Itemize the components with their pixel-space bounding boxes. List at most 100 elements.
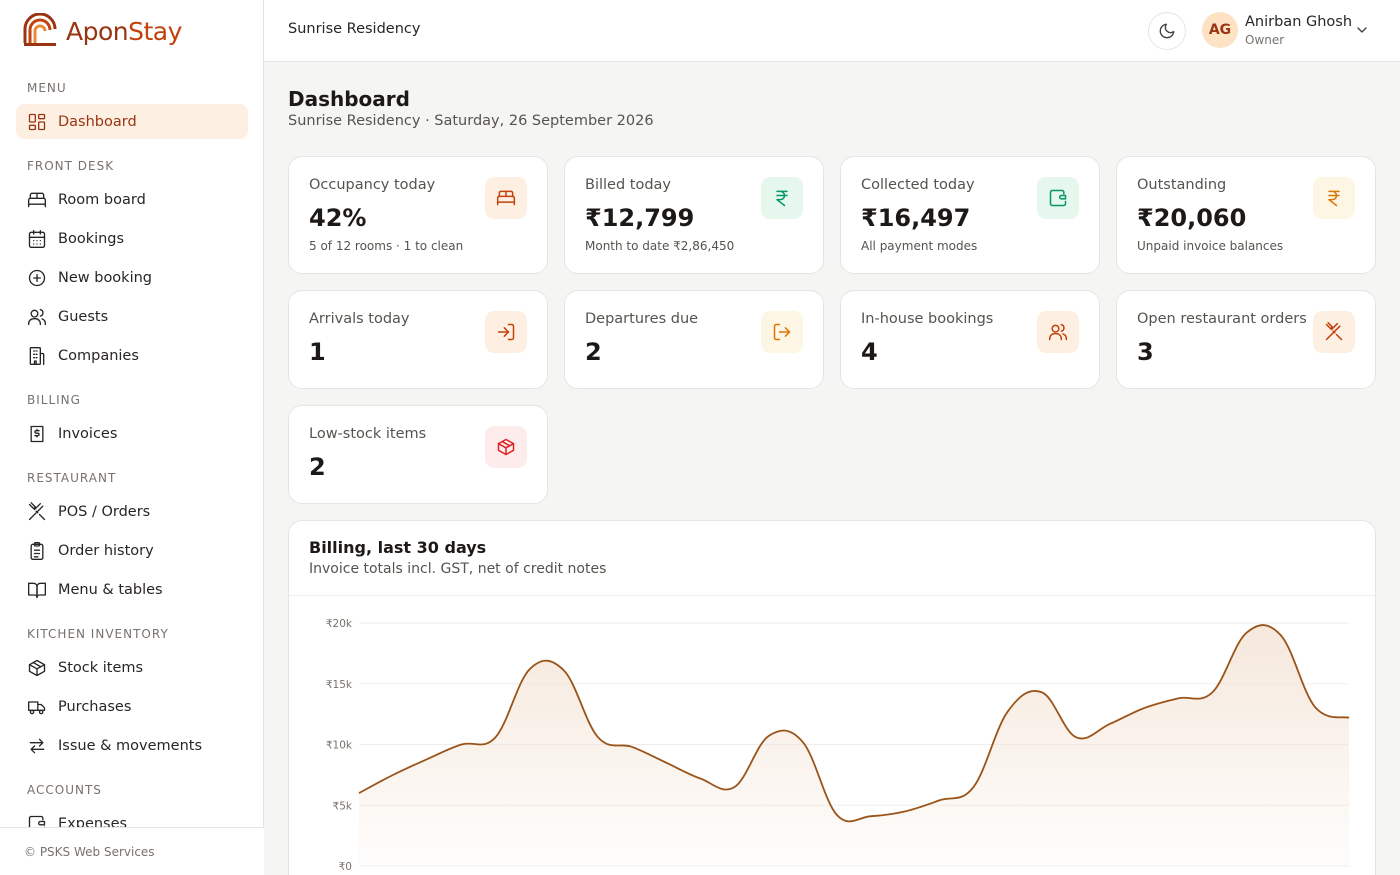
chart-data-point[interactable] [1209, 689, 1215, 695]
sidebar-item-invoices[interactable]: Invoices [16, 416, 248, 451]
chart-data-point[interactable] [766, 733, 772, 739]
chart-data-point[interactable] [1141, 705, 1147, 711]
chart-data-point[interactable] [1346, 715, 1352, 721]
chart-data-point[interactable] [424, 756, 430, 762]
nav-section-label: ACCOUNTS [27, 783, 102, 797]
sidebar-footer: © PSKS Web Services [0, 827, 264, 875]
sidebar-item-purchases[interactable]: Purchases [16, 689, 248, 724]
stat-note: 5 of 12 rooms · 1 to clean [309, 239, 464, 253]
chart-data-point[interactable] [902, 808, 908, 814]
stat-card-outstanding[interactable]: Outstanding ₹20,060 Unpaid invoice balance… [1116, 156, 1376, 274]
y-tick-label: ₹0 [339, 861, 352, 873]
stat-card-open-restaurant-orders[interactable]: Open restaurant orders 3 [1116, 290, 1376, 389]
chart-data-point[interactable] [493, 734, 499, 740]
chart-data-point[interactable] [970, 784, 976, 790]
stat-card-billed-today[interactable]: Billed today ₹12,799 Month to date ₹2,86,4… [564, 156, 824, 274]
rupee-icon [1328, 190, 1340, 207]
chart-data-point[interactable] [1039, 689, 1045, 695]
chart-data-point[interactable] [629, 744, 635, 750]
theme-toggle-button[interactable] [1148, 12, 1186, 50]
stat-icon-box [761, 177, 803, 219]
chart-data-point[interactable] [1312, 704, 1318, 710]
chart-data-point[interactable] [663, 760, 669, 766]
chart-divider [289, 595, 1375, 596]
user-name[interactable]: Anirban Ghosh [1245, 14, 1353, 30]
chart-data-point[interactable] [1005, 709, 1011, 715]
chart-data-point[interactable] [1175, 695, 1181, 701]
chart-data-point[interactable] [1278, 632, 1284, 638]
sidebar-item-new-booking[interactable]: New booking [16, 260, 248, 295]
stat-card-low-stock-items[interactable]: Low-stock items 2 [288, 405, 548, 504]
users-icon [1048, 323, 1068, 341]
chart-subtitle: Invoice totals incl. GST, net of credit … [309, 561, 607, 577]
sidebar-item-guests[interactable]: Guests [16, 299, 248, 334]
stat-icon-box [485, 177, 527, 219]
sidebar-item-dashboard[interactable]: Dashboard [16, 104, 248, 139]
sidebar-item-label: Companies [58, 347, 139, 364]
stat-card-in-house-bookings[interactable]: In-house bookings 4 [840, 290, 1100, 389]
chart-data-point[interactable] [834, 812, 840, 818]
chart-data-point[interactable] [390, 772, 396, 778]
chart-data-point[interactable] [1107, 721, 1113, 727]
stat-value: 4 [861, 338, 878, 366]
stat-value: 3 [1137, 338, 1154, 366]
chart-data-point[interactable] [527, 666, 533, 672]
chart-data-point[interactable] [595, 734, 601, 740]
plus-circle-icon [28, 269, 46, 286]
sidebar-item-issue-movements[interactable]: Issue & movements [16, 728, 248, 763]
chart-data-point[interactable] [561, 667, 567, 673]
stat-card-collected-today[interactable]: Collected today ₹16,497 All payment modes [840, 156, 1100, 274]
sidebar-item-room-board[interactable]: Room board [16, 182, 248, 217]
y-tick-label: ₹15k [326, 679, 353, 691]
chart-data-point[interactable] [356, 790, 362, 796]
chart-data-point[interactable] [732, 784, 738, 790]
chart-data-point[interactable] [1073, 734, 1079, 740]
stat-value: ₹20,060 [1137, 204, 1247, 232]
sidebar-item-label: Guests [58, 308, 109, 325]
utensils-icon [1325, 322, 1343, 341]
chart-title: Billing, last 30 days [309, 538, 487, 557]
chart-series-line[interactable] [358, 624, 1350, 823]
stat-icon-box [485, 311, 527, 353]
sidebar-item-label: Menu & tables [58, 581, 163, 598]
chart-data-point[interactable] [697, 776, 703, 782]
chart-data-point[interactable] [868, 813, 874, 819]
stat-label: Billed today [585, 177, 671, 193]
sidebar-item-label: Order history [58, 542, 154, 559]
sidebar-item-stock-items[interactable]: Stock items [16, 650, 248, 685]
login-icon [497, 323, 515, 341]
stat-card-departures-due[interactable]: Departures due 2 [564, 290, 824, 389]
brand-logo[interactable]: AponStay [22, 12, 182, 50]
stat-note: All payment modes [861, 239, 978, 253]
nav-section-label: FRONT DESK [27, 159, 115, 173]
sidebar-item-bookings[interactable]: Bookings [16, 221, 248, 256]
sidebar-item-menu-tables[interactable]: Menu & tables [16, 572, 248, 607]
page-title: Dashboard [288, 87, 410, 111]
nav-section-label: KITCHEN INVENTORY [27, 627, 169, 641]
avatar[interactable]: AG [1202, 12, 1238, 48]
user-role: Owner [1245, 33, 1285, 47]
brand-name: AponStay [66, 16, 182, 46]
stat-label: Occupancy today [309, 177, 436, 193]
chart-data-point[interactable] [800, 739, 806, 745]
stat-card-arrivals-today[interactable]: Arrivals today 1 [288, 290, 548, 389]
invoice-icon [30, 425, 44, 442]
rupee-icon [776, 190, 788, 207]
chevron-down-icon[interactable] [1354, 22, 1370, 38]
wallet-icon [1049, 189, 1067, 207]
chart-data-point[interactable] [1244, 630, 1250, 636]
sidebar-item-label: Issue & movements [58, 737, 202, 754]
chart-data-point[interactable] [936, 797, 942, 803]
nav-section-label: RESTAURANT [27, 471, 117, 485]
sidebar-item-expenses[interactable]: Expenses [16, 806, 248, 828]
sidebar-item-companies[interactable]: Companies [16, 338, 248, 373]
sidebar-item-label: Room board [58, 191, 146, 208]
stat-icon-box [761, 311, 803, 353]
stat-card-occupancy-today[interactable]: Occupancy today 42% 5 of 12 rooms · 1 to c… [288, 156, 548, 274]
property-name: Sunrise Residency [288, 21, 421, 37]
stat-label: Departures due [585, 311, 699, 327]
y-tick-label: ₹5k [333, 800, 353, 812]
sidebar-item-order-history[interactable]: Order history [16, 533, 248, 568]
sidebar-item-pos-orders[interactable]: POS / Orders [16, 494, 248, 529]
chart-data-point[interactable] [458, 742, 464, 748]
